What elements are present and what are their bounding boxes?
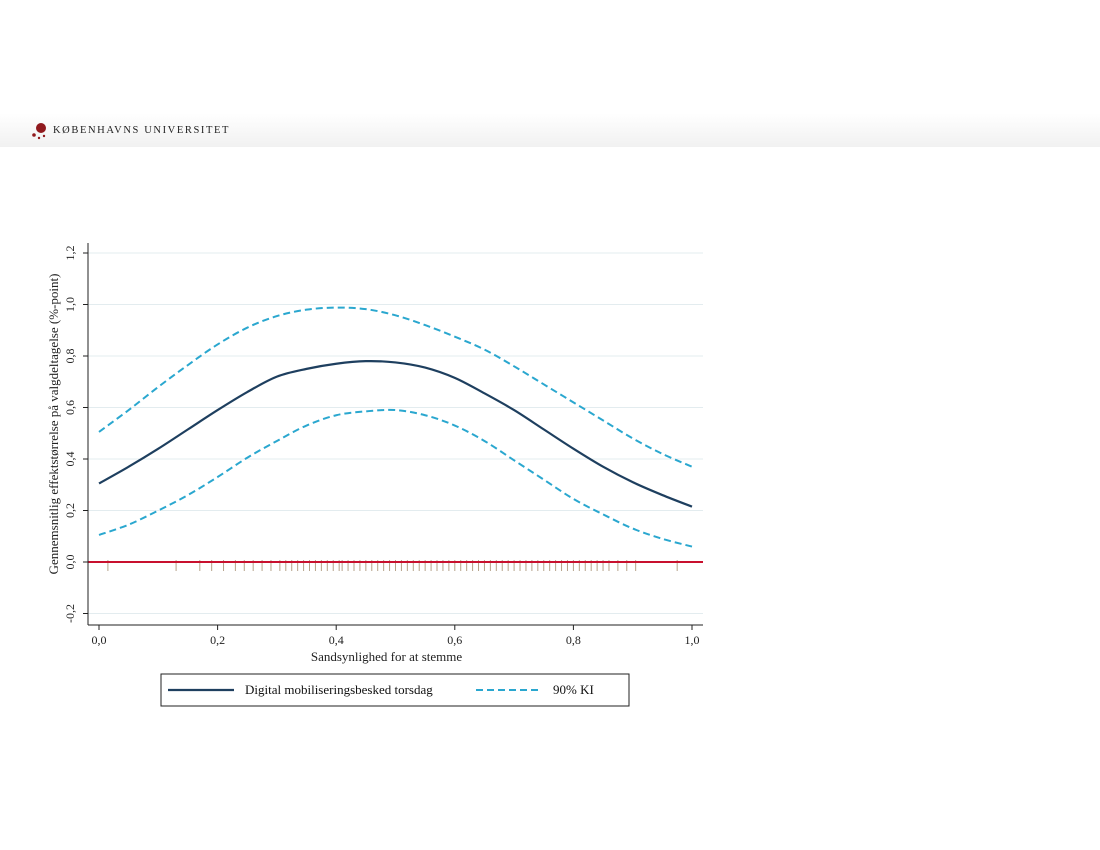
- y-tick-label-2: 0,2: [63, 503, 77, 518]
- header-band: [0, 113, 1100, 147]
- x-tick-label-3: 0,6: [447, 633, 462, 647]
- y-tick-label-1: 0,0: [63, 555, 77, 570]
- y-tick-label-0: -0,2: [63, 604, 77, 623]
- y-tick-label-4: 0,6: [63, 400, 77, 415]
- legend: Digital mobiliseringsbesked torsdag 90% …: [160, 673, 630, 707]
- x-tick-label-4: 0,8: [566, 633, 581, 647]
- y-tick-label-6: 1,0: [63, 297, 77, 312]
- x-axis-title: Sandsynlighed for at stemme: [311, 649, 463, 664]
- legend-label-ci: 90% KI: [553, 682, 594, 697]
- series-ci-lower-line: [98, 408, 693, 548]
- y-tick-label-3: 0,4: [63, 452, 77, 467]
- legend-box: [160, 673, 630, 707]
- x-tick-label-5: 1,0: [685, 633, 700, 647]
- y-axis-title: Gennemsnitlig effektstørrelse på valgdel…: [46, 274, 61, 575]
- series-lines: [98, 306, 693, 548]
- x-tick-label-2: 0,4: [329, 633, 344, 647]
- axes: -0,2 0,0 0,2 0,4 0,6 0,8 1,0 1,2 0,0 0,2 0,4 0,6 0,8…: [63, 243, 703, 647]
- y-tick-label-7: 1,2: [63, 246, 77, 261]
- series-estimate-line: [98, 359, 693, 508]
- x-tick-label-1: 0,2: [210, 633, 225, 647]
- university-crown-dots-icon: [32, 123, 46, 140]
- grid-lines: [88, 252, 703, 614]
- legend-label-estimate: Digital mobiliseringsbesked torsdag: [245, 682, 433, 697]
- y-tick-label-5: 0,8: [63, 349, 77, 364]
- university-name: KØBENHAVNS UNIVERSITET: [53, 125, 231, 136]
- x-tick-label-0: 0,0: [92, 633, 107, 647]
- series-ci-upper-line: [98, 306, 693, 468]
